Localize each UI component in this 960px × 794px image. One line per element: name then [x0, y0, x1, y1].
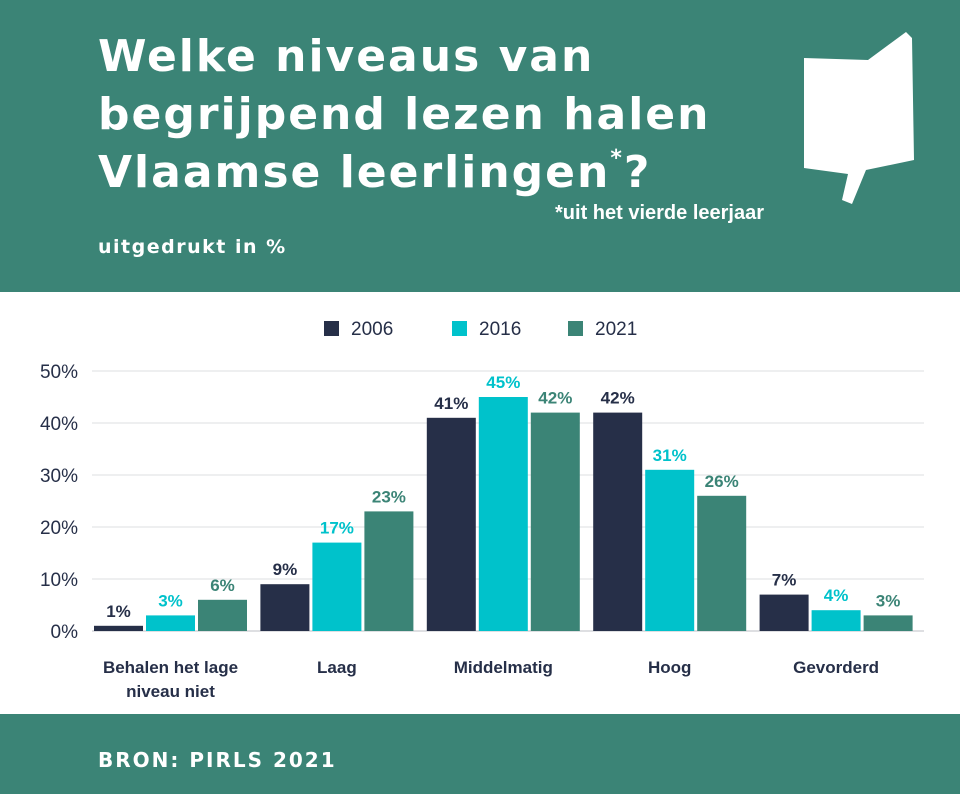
- bar: [593, 412, 643, 631]
- x-tick-label: Laag: [317, 658, 357, 677]
- data-label: 26%: [705, 472, 739, 491]
- chart-area: 0% 10% 20% 30% 40% 50% 2006 2016 2021 1% 3% 6% Behal…: [0, 292, 960, 714]
- data-label: 3%: [876, 591, 901, 610]
- data-label: 1%: [106, 602, 131, 621]
- data-label: 45%: [486, 373, 520, 392]
- legend-swatch-2016: [452, 321, 467, 336]
- bar: [364, 511, 414, 631]
- data-label: 4%: [824, 586, 849, 605]
- bar: [94, 625, 143, 631]
- bar: [811, 610, 861, 631]
- legend-swatch-2021: [568, 321, 583, 336]
- y-tick-label: 30%: [40, 466, 78, 487]
- data-label: 3%: [158, 591, 183, 610]
- y-tick-label: 10%: [40, 570, 78, 591]
- data-label: 9%: [273, 560, 298, 579]
- page-title: Welke niveaus van begrijpend lezen halen…: [98, 28, 788, 202]
- x-tick-label: Middelmatig: [454, 658, 553, 677]
- legend-label-2021: 2021: [595, 319, 637, 340]
- data-label: 6%: [210, 576, 235, 595]
- legend-label-2016: 2016: [479, 319, 521, 340]
- data-label: 42%: [601, 389, 635, 408]
- open-book-speech-bubble-icon: [804, 32, 914, 204]
- y-tick-label: 20%: [40, 518, 78, 539]
- footer-banner: BRON: PIRLS 2021: [0, 714, 960, 794]
- bar: [426, 417, 476, 631]
- y-tick-label: 0%: [51, 622, 79, 643]
- data-label: 42%: [538, 389, 572, 408]
- legend-label-2006: 2006: [351, 319, 393, 340]
- bar: [260, 584, 310, 631]
- x-tick-label: niveau niet: [126, 682, 215, 701]
- data-label: 31%: [653, 446, 687, 465]
- data-label: 17%: [320, 519, 354, 538]
- x-tick-label: Gevorderd: [793, 658, 879, 677]
- source-label: BRON: PIRLS 2021: [98, 748, 337, 772]
- bar-chart: 0% 10% 20% 30% 40% 50% 2006 2016 2021 1% 3% 6% Behal…: [40, 319, 924, 701]
- header-banner: Welke niveaus van begrijpend lezen halen…: [0, 0, 960, 292]
- y-tick-label: 50%: [40, 362, 78, 383]
- title-footnote: *uit het vierde leerjaar: [555, 202, 764, 224]
- bar: [146, 615, 195, 631]
- title-text: Welke niveaus van begrijpend lezen halen…: [98, 31, 711, 198]
- bar: [312, 542, 362, 631]
- bar: [863, 615, 913, 631]
- bar: [759, 594, 809, 631]
- y-tick-label: 40%: [40, 414, 78, 435]
- title-asterisk: *: [610, 146, 624, 172]
- data-label: 23%: [372, 487, 406, 506]
- bar: [697, 495, 747, 631]
- bar: [530, 412, 580, 631]
- x-tick-label: Hoog: [648, 658, 691, 677]
- data-label: 41%: [434, 394, 468, 413]
- title-question-mark: ?: [623, 147, 652, 198]
- legend-swatch-2006: [324, 321, 339, 336]
- unit-subtitle: uitgedrukt in %: [98, 236, 287, 258]
- x-tick-label: Behalen het lage: [103, 658, 238, 677]
- data-label: 7%: [772, 571, 797, 590]
- bar: [645, 469, 695, 631]
- bar: [198, 599, 247, 631]
- bar: [478, 397, 528, 631]
